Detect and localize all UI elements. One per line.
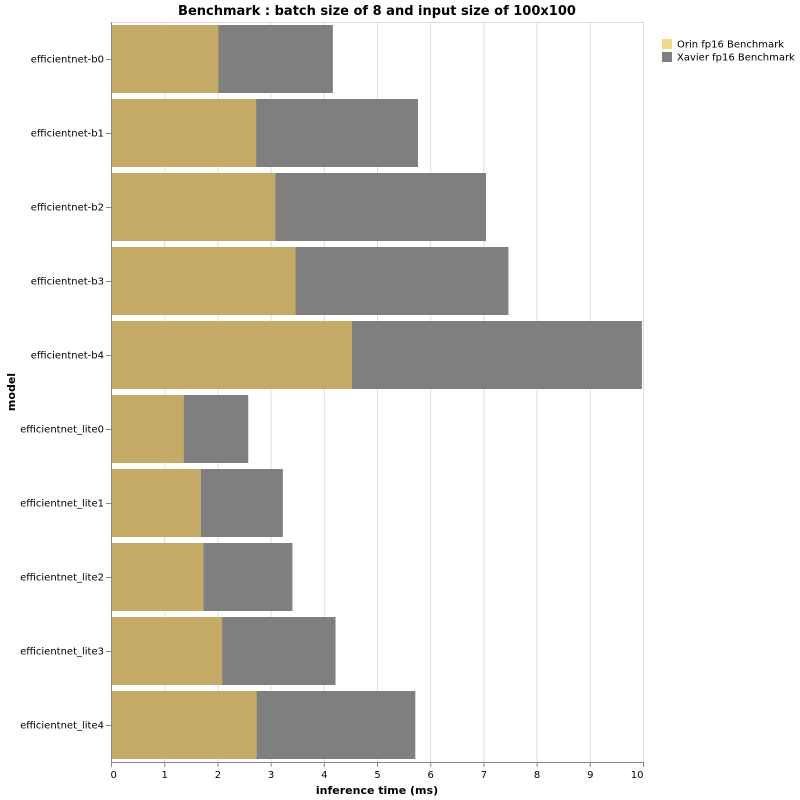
y-axis-title: model <box>5 373 18 411</box>
y-tick-label-efficientnet-b2: efficientnet-b2 <box>31 203 104 214</box>
x-tick-label-4: 4 <box>321 770 327 781</box>
x-tick-label-6: 6 <box>428 770 434 781</box>
legend-label-xavier: Xavier fp16 Benchmark <box>677 53 795 64</box>
bars <box>111 25 642 759</box>
legend-swatch-orin <box>662 39 672 49</box>
y-tick-label-efficientnet-b0: efficientnet-b0 <box>31 55 104 66</box>
x-tick-label-0: 0 <box>111 770 117 781</box>
y-tick-label-efficientnet_lite1: efficientnet_lite1 <box>20 499 104 510</box>
x-tick-label-9: 9 <box>587 770 593 781</box>
legend-label-orin: Orin fp16 Benchmark <box>677 40 784 51</box>
bar-orin-efficientnet_lite2 <box>111 543 204 611</box>
x-tick-label-1: 1 <box>162 770 168 781</box>
x-tick-label-8: 8 <box>534 770 540 781</box>
y-tick-label-efficientnet-b4: efficientnet-b4 <box>31 351 104 362</box>
x-tick-label-3: 3 <box>268 770 274 781</box>
y-tick-label-efficientnet_lite2: efficientnet_lite2 <box>20 573 104 584</box>
x-axis-title: inference time (ms) <box>316 784 438 797</box>
x-tick-label-5: 5 <box>374 770 380 781</box>
y-tick-label-efficientnet-b1: efficientnet-b1 <box>31 129 104 140</box>
y-tick-label-efficientnet_lite3: efficientnet_lite3 <box>20 647 104 658</box>
bar-orin-efficientnet_lite3 <box>111 617 223 685</box>
bar-orin-efficientnet-b4 <box>111 321 352 389</box>
x-tick-label-10: 10 <box>631 770 644 781</box>
bar-orin-efficientnet-b0 <box>111 25 219 93</box>
bar-orin-efficientnet_lite0 <box>111 395 184 463</box>
legend-swatch-xavier <box>662 52 672 62</box>
x-tick-label-7: 7 <box>481 770 487 781</box>
axes: 0 1 2 3 4 5 6 7 8 9 10 efficientnet-b0 efficientnet-… <box>20 22 644 781</box>
bar-orin-efficientnet-b3 <box>111 247 296 315</box>
bar-orin-efficientnet_lite1 <box>111 469 201 537</box>
bar-orin-efficientnet-b2 <box>111 173 276 241</box>
bar-orin-efficientnet_lite4 <box>111 691 257 759</box>
legend: Orin fp16 Benchmark Xavier fp16 Benchmark <box>662 39 795 64</box>
x-tick-label-2: 2 <box>215 770 221 781</box>
bar-orin-efficientnet-b1 <box>111 99 257 167</box>
y-tick-label-efficientnet_lite4: efficientnet_lite4 <box>20 721 104 732</box>
y-tick-label-efficientnet-b3: efficientnet-b3 <box>31 277 104 288</box>
chart-title: Benchmark : batch size of 8 and input si… <box>178 4 576 19</box>
y-tick-label-efficientnet_lite0: efficientnet_lite0 <box>20 425 104 436</box>
